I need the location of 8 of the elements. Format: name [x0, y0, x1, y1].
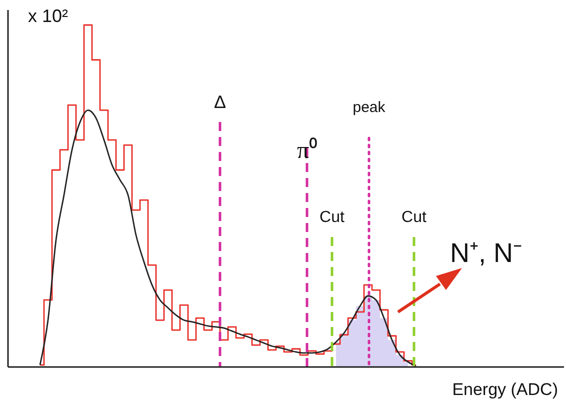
- x-axis-title: Energy (ADC): [452, 380, 558, 399]
- annotation: peak: [352, 99, 386, 116]
- y-axis-title: x 10²: [28, 6, 68, 26]
- annotation: Cut: [320, 209, 345, 226]
- annotation: N⁺, N⁻: [450, 238, 522, 268]
- annotation: π⁰: [296, 137, 318, 164]
- annotation: Δ: [214, 92, 226, 112]
- annotation: Cut: [402, 209, 427, 226]
